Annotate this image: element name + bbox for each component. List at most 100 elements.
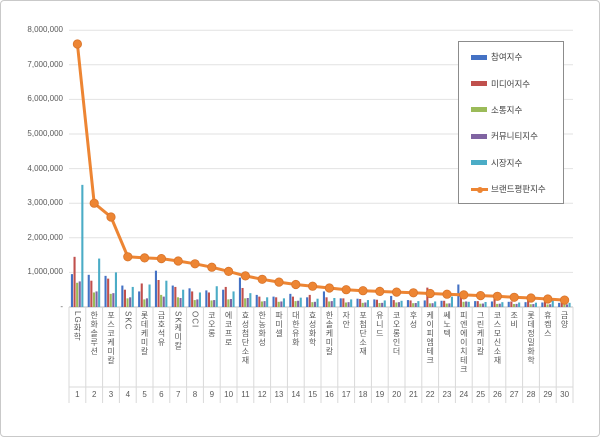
line-marker bbox=[224, 266, 234, 276]
category-label: 포첨단소재 bbox=[358, 311, 368, 356]
bar bbox=[316, 298, 319, 307]
line-marker bbox=[391, 287, 402, 297]
line-marker bbox=[543, 294, 553, 304]
bar bbox=[467, 301, 470, 307]
bar bbox=[272, 296, 275, 307]
bar bbox=[280, 301, 283, 307]
bar bbox=[484, 301, 487, 307]
category-label: 한솔케미칼 bbox=[324, 311, 334, 356]
bar bbox=[364, 302, 367, 307]
bar bbox=[277, 301, 280, 307]
bar bbox=[532, 304, 535, 307]
bar bbox=[493, 294, 496, 307]
bar bbox=[462, 301, 465, 307]
bar bbox=[308, 294, 311, 307]
line-marker bbox=[307, 281, 318, 291]
category-label: 에코프로 bbox=[224, 311, 234, 347]
bar bbox=[258, 296, 261, 307]
bar bbox=[98, 258, 101, 307]
bar bbox=[289, 293, 292, 307]
category-rank: 27 bbox=[509, 390, 519, 399]
category-rank: 15 bbox=[308, 390, 318, 399]
bar bbox=[95, 291, 98, 307]
bar bbox=[417, 301, 420, 307]
line-브랜드평판지수 bbox=[72, 39, 570, 305]
bar bbox=[392, 300, 395, 307]
bar bbox=[73, 256, 76, 307]
bar bbox=[255, 294, 258, 307]
bar bbox=[450, 296, 453, 307]
category-rank: 12 bbox=[257, 390, 267, 399]
category-rank: 8 bbox=[192, 390, 198, 399]
category-label: 코오롱 bbox=[207, 311, 217, 338]
bar bbox=[507, 301, 510, 307]
chart-legend: 참여지수 미디어지수 소통지수 커뮤니티지수 시장지수 브랜드평판지수 bbox=[458, 41, 564, 204]
category-rank: 4 bbox=[125, 390, 131, 399]
bar bbox=[306, 297, 309, 307]
line-marker bbox=[156, 254, 166, 264]
bar bbox=[381, 302, 384, 307]
bar bbox=[359, 299, 362, 307]
category-label: OCI bbox=[190, 311, 200, 329]
media-index-swatch bbox=[471, 81, 487, 87]
bar bbox=[558, 302, 561, 307]
category-rank: 11 bbox=[241, 390, 250, 399]
y-tick-label: 1,000,000 bbox=[27, 267, 63, 276]
line-marker bbox=[358, 286, 368, 296]
bar bbox=[205, 290, 208, 307]
bar bbox=[366, 300, 369, 307]
bar bbox=[426, 287, 429, 307]
category-label: 롯데케미칼 bbox=[140, 311, 150, 356]
bar bbox=[210, 300, 213, 307]
line-marker bbox=[341, 285, 351, 295]
bar bbox=[129, 297, 132, 307]
bars-소통지수 bbox=[76, 282, 566, 307]
bar bbox=[448, 303, 451, 307]
bar bbox=[229, 299, 232, 307]
bar bbox=[428, 303, 431, 307]
bar bbox=[148, 284, 151, 307]
bars-미디어지수 bbox=[73, 256, 563, 307]
category-rank: 19 bbox=[375, 390, 385, 399]
bar bbox=[496, 303, 499, 307]
bars-시장지수 bbox=[81, 184, 571, 307]
category-rank: 18 bbox=[358, 390, 368, 399]
communication-index-swatch bbox=[471, 107, 487, 113]
bar bbox=[431, 303, 434, 307]
category-label: 후성 bbox=[408, 311, 418, 329]
category-label: 피엔에이치테크 bbox=[459, 311, 469, 374]
bar bbox=[412, 303, 415, 307]
legend-label: 브랜드평판지수 bbox=[491, 184, 546, 195]
bar bbox=[215, 286, 218, 307]
bar bbox=[395, 302, 398, 307]
category-label: 파미셀 bbox=[274, 311, 284, 338]
bar bbox=[213, 300, 216, 307]
bar bbox=[344, 302, 347, 307]
bar bbox=[182, 289, 185, 307]
bar bbox=[126, 298, 129, 307]
bar bbox=[347, 302, 350, 307]
bar bbox=[249, 293, 252, 307]
line-marker bbox=[408, 288, 418, 298]
bar bbox=[400, 300, 403, 307]
category-label: 롯데정밀화학 bbox=[526, 311, 536, 365]
legend-label: 커뮤니티지수 bbox=[491, 131, 538, 142]
bar bbox=[443, 300, 446, 307]
bar bbox=[328, 301, 331, 307]
category-rank: 1 bbox=[75, 390, 80, 399]
bar bbox=[123, 289, 126, 307]
category-rank: 28 bbox=[526, 390, 536, 399]
category-rank: 21 bbox=[408, 390, 418, 399]
bar bbox=[174, 286, 177, 307]
bar bbox=[518, 302, 521, 307]
bar bbox=[342, 298, 345, 307]
bar bbox=[524, 302, 527, 307]
category-label: 조비 bbox=[509, 311, 519, 329]
line-marker bbox=[240, 271, 250, 281]
bar bbox=[145, 298, 148, 307]
category-rank: 13 bbox=[274, 390, 284, 399]
category-label: 효성화학 bbox=[308, 311, 318, 347]
y-tick-label: 3,000,000 bbox=[27, 198, 63, 207]
category-label: 휴켐스 bbox=[543, 311, 553, 338]
bar bbox=[193, 300, 196, 307]
